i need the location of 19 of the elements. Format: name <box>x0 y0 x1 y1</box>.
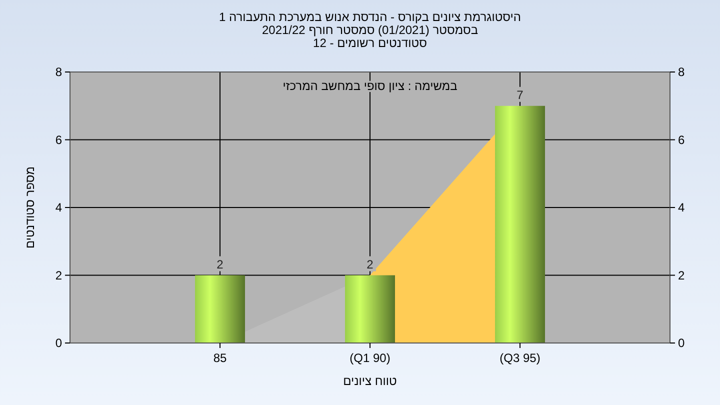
y-tick-label: 0 <box>55 336 62 350</box>
y2-tick-label: 4 <box>678 200 685 214</box>
y-axis-title: מספר סטודנטים <box>23 166 37 249</box>
y-tick-label: 4 <box>55 200 62 214</box>
data-label: 2 <box>216 257 224 272</box>
y2-tick-label: 6 <box>678 132 685 147</box>
data-label: 7 <box>516 88 524 102</box>
y-tick-label: 6 <box>55 132 62 147</box>
chart-title: היסטוגרמת ציונים בקורס - הנדסת אנוש במערכת התעבורה 1 בסמסטר (01/2021) סמסטר חורף 2021/22 סטודנטים רשומים - 12 <box>218 10 522 50</box>
y2-tick-label: 2 <box>678 268 685 282</box>
x-axis-title: טווח ציונים <box>343 374 398 388</box>
y2-tick-label: 0 <box>678 336 685 350</box>
x-tick-label: (Q1 90) <box>350 351 390 365</box>
data-label: 2 <box>366 257 374 272</box>
x-tick-label: 85 <box>213 351 227 365</box>
y2-tick-label: 8 <box>678 65 685 79</box>
x-tick-label: (Q3 95) <box>500 351 540 365</box>
y-tick-label: 2 <box>55 268 62 282</box>
y-tick-label: 8 <box>55 65 62 79</box>
